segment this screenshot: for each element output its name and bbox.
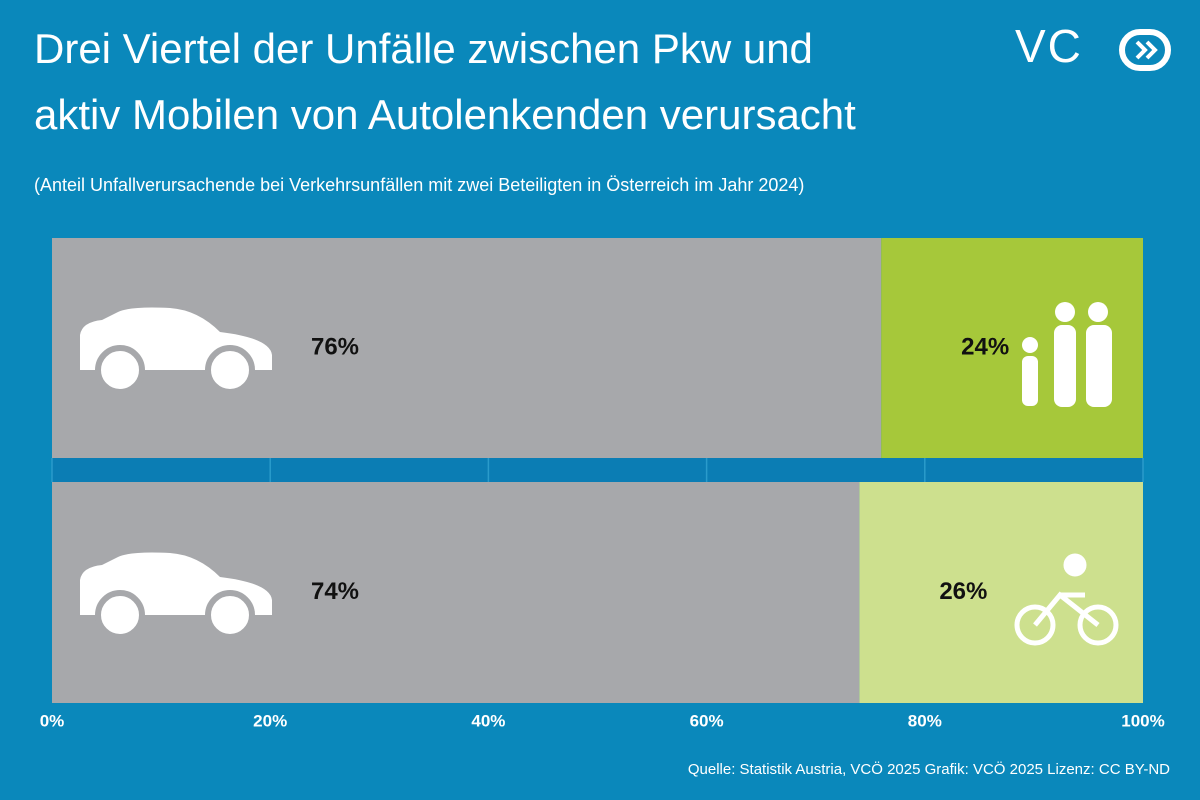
- chart-title: Drei Viertel der Unfälle zwischen Pkw un…: [34, 25, 813, 72]
- logo: VC: [1015, 20, 1171, 72]
- head: [1022, 337, 1038, 353]
- body: [1086, 325, 1112, 407]
- value-label: 76%: [311, 333, 359, 360]
- wheel: [95, 590, 145, 640]
- chart-subtitle: (Anteil Unfallverursachende bei Verkehrs…: [34, 175, 804, 195]
- wheel: [1077, 604, 1119, 646]
- logo-text: VC: [1015, 20, 1083, 72]
- chart-title: aktiv Mobilen von Autolenkenden verursac…: [34, 91, 856, 138]
- cyclist-icon: [1014, 553, 1119, 646]
- x-tick-label: 20%: [253, 711, 287, 730]
- head: [1088, 302, 1108, 322]
- wheel: [205, 590, 255, 640]
- wheel: [95, 345, 145, 395]
- pedestrians-icon: [1022, 302, 1112, 407]
- x-tick-label: 0%: [40, 711, 65, 730]
- wheel: [1014, 604, 1056, 646]
- icons: [80, 302, 1119, 646]
- logo-arrows: [1135, 40, 1158, 60]
- x-tick-label: 40%: [471, 711, 505, 730]
- x-tick-label: 60%: [690, 711, 724, 730]
- body: [1054, 325, 1076, 407]
- car-icon: [80, 307, 272, 395]
- frame: [1033, 591, 1100, 627]
- wheel: [205, 345, 255, 395]
- gap-band: [52, 458, 1143, 482]
- x-tick-label: 80%: [908, 711, 942, 730]
- bar-segment: [859, 482, 1143, 703]
- x-tick-label: 100%: [1121, 711, 1164, 730]
- value-label: 24%: [961, 333, 1009, 360]
- value-label: 26%: [939, 578, 987, 605]
- head: [1063, 553, 1087, 577]
- source: Quelle: Statistik Austria, VCÖ 2025 Graf…: [688, 760, 1170, 778]
- value-label: 74%: [311, 578, 359, 605]
- logo-ring: [1119, 29, 1171, 71]
- car-icon: [80, 552, 272, 640]
- body: [1022, 356, 1038, 406]
- head: [1055, 302, 1075, 322]
